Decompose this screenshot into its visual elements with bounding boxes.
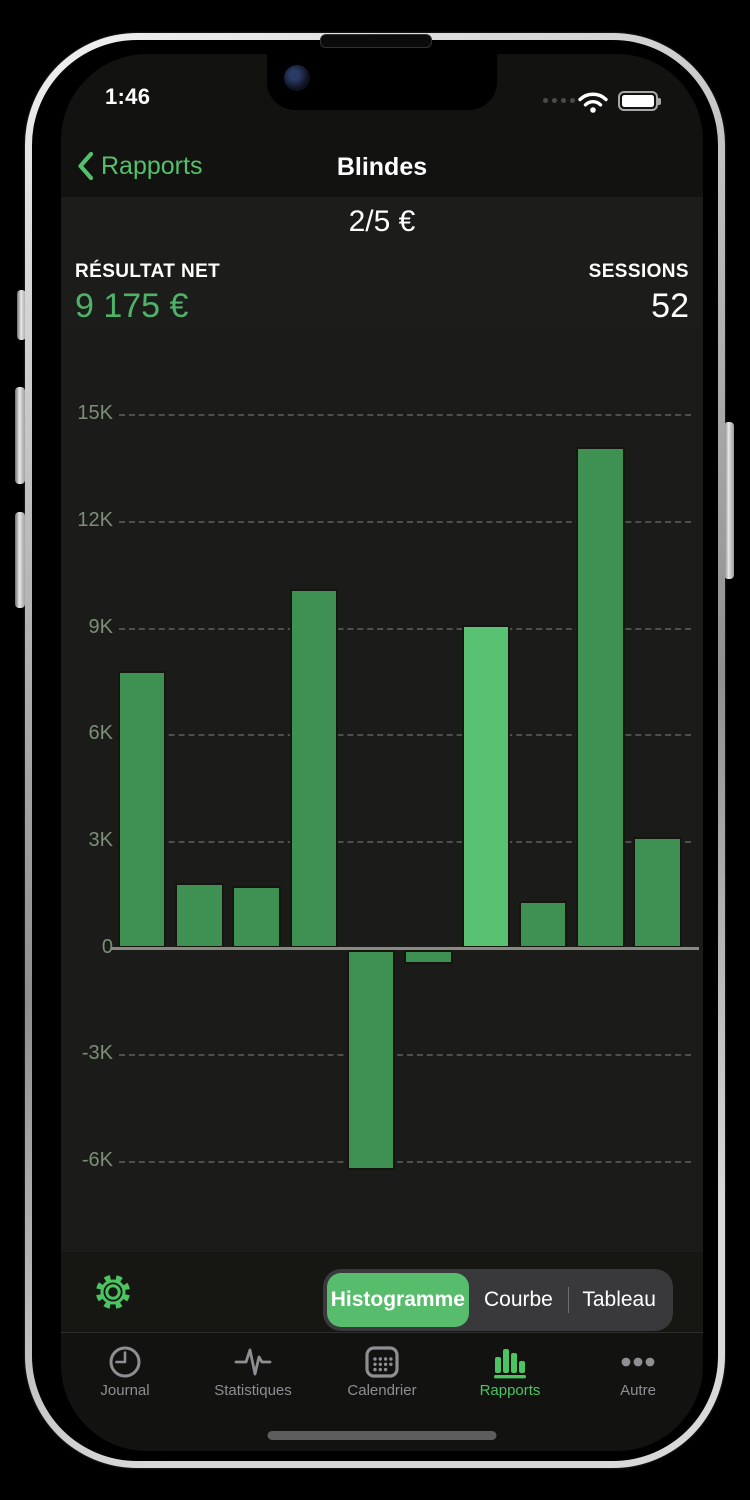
- tab-calendrier[interactable]: Calendrier: [324, 1333, 440, 1413]
- segment-tableau[interactable]: Tableau: [582, 1288, 656, 1311]
- sessions-label: SESSIONS: [588, 261, 689, 282]
- chart-controls-bar: Histogramme Courbe Tableau: [61, 1252, 703, 1332]
- bar-chart-icon: [494, 1349, 526, 1379]
- gear-icon[interactable]: [93, 1272, 133, 1312]
- chart-bar[interactable]: [232, 886, 281, 949]
- net-result-label: RÉSULTAT NET: [75, 261, 221, 282]
- clock-icon: [109, 1346, 141, 1378]
- results-bar-chart: 15K 12K 9K 6K 3K 0 -3K -6K: [61, 329, 703, 1252]
- status-time: 1:46: [105, 84, 151, 109]
- battery-icon: [618, 91, 661, 111]
- tab-rapports[interactable]: Rapports: [452, 1333, 568, 1413]
- back-button-label: Rapports: [101, 151, 203, 180]
- chart-gridline: [119, 414, 691, 417]
- ellipsis-icon: [621, 1357, 655, 1367]
- front-camera: [284, 65, 310, 91]
- segment-histogramme[interactable]: Histogramme: [327, 1273, 469, 1327]
- display-notch: [267, 54, 497, 110]
- chart-bar[interactable]: [404, 950, 453, 965]
- tab-label: Rapports: [479, 1382, 541, 1399]
- sessions-value: 52: [651, 287, 689, 325]
- cellular-signal-icon: [543, 98, 575, 103]
- summary-section: 2/5 € RÉSULTAT NET 9 175 € SESSIONS 52: [61, 197, 703, 329]
- segment-divider: [568, 1287, 570, 1313]
- wifi-icon: [578, 92, 608, 113]
- chart-type-segmented-control: Histogramme Courbe Tableau: [323, 1269, 673, 1331]
- segment-courbe[interactable]: Courbe: [483, 1288, 553, 1311]
- tab-journal[interactable]: Journal: [67, 1333, 183, 1413]
- calendar-icon: [365, 1346, 399, 1378]
- tab-label: Statistiques: [214, 1382, 292, 1399]
- y-axis-tick-label: 15K: [77, 402, 113, 425]
- chart-bar[interactable]: [461, 624, 511, 949]
- mute-switch[interactable]: [17, 290, 26, 340]
- chart-gridline: [119, 840, 691, 843]
- y-axis-tick-label: 6K: [88, 722, 113, 745]
- zero-axis-line: [111, 947, 699, 950]
- y-axis-tick-label: -6K: [81, 1148, 113, 1171]
- volume-up-button[interactable]: [15, 387, 25, 484]
- chart-gridline: [119, 1054, 691, 1057]
- y-axis-tick-label: 0: [101, 935, 113, 958]
- power-button[interactable]: [724, 422, 734, 579]
- chart-bar[interactable]: [346, 950, 396, 1171]
- pulse-icon: [234, 1348, 272, 1376]
- tab-label: Autre: [620, 1382, 656, 1399]
- chart-gridline: [119, 627, 691, 630]
- tab-statistiques[interactable]: Statistiques: [195, 1333, 311, 1413]
- phone-frame: 1:46 Rapports Blindes: [25, 33, 725, 1468]
- chart-bar[interactable]: [117, 671, 167, 949]
- chart-bar[interactable]: [633, 836, 682, 949]
- chart-bar[interactable]: [576, 447, 625, 949]
- chart-bar[interactable]: [518, 900, 568, 949]
- y-axis-tick-label: -3K: [81, 1042, 113, 1065]
- earpiece-speaker: [320, 34, 432, 48]
- page-title: Blindes: [336, 153, 428, 181]
- y-axis-tick-label: 12K: [77, 508, 113, 531]
- y-axis-tick-label: 3K: [88, 828, 113, 851]
- volume-down-button[interactable]: [15, 512, 25, 608]
- chart-bar[interactable]: [175, 882, 224, 949]
- net-result-value: 9 175 €: [75, 287, 189, 325]
- y-axis-tick-label: 9K: [88, 615, 113, 638]
- chevron-left-icon: [78, 151, 94, 181]
- chart-gridline: [119, 1160, 691, 1163]
- tab-autre[interactable]: Autre: [580, 1333, 696, 1413]
- back-button[interactable]: Rapports: [77, 151, 202, 181]
- tab-label: Calendrier: [347, 1382, 417, 1399]
- stakes-label: 2/5 €: [348, 205, 416, 238]
- phone-screen: 1:46 Rapports Blindes: [61, 54, 703, 1451]
- chart-gridline: [119, 734, 691, 737]
- tab-label: Journal: [100, 1382, 150, 1399]
- chart-gridline: [119, 520, 691, 523]
- phone-bezel: 1:46 Rapports Blindes: [32, 40, 718, 1461]
- home-indicator[interactable]: [267, 1431, 497, 1440]
- chart-bar[interactable]: [289, 589, 339, 949]
